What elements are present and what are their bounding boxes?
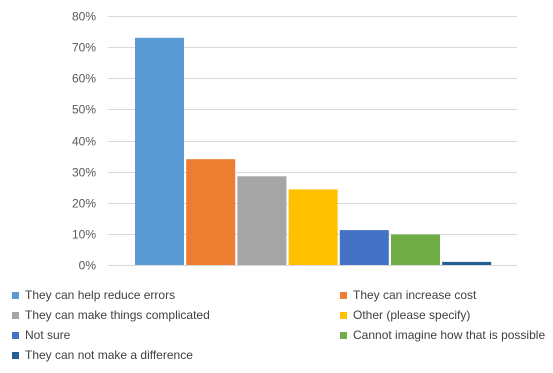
legend-item: Cannot imagine how that is possible — [340, 328, 545, 342]
y-tick-label: 0% — [79, 259, 97, 273]
legend-item: Not sure — [12, 328, 70, 342]
bar — [442, 261, 492, 265]
legend-swatch — [340, 291, 347, 299]
bars — [135, 37, 492, 265]
legend-swatch — [12, 351, 19, 359]
legend-label: They can make things complicated — [25, 308, 210, 322]
y-tick-label: 10% — [72, 228, 96, 242]
y-tick-label: 60% — [72, 72, 96, 86]
y-tick-label: 40% — [72, 135, 96, 149]
bar — [186, 159, 236, 265]
legend-swatch — [12, 311, 19, 319]
legend-label: They can increase cost — [353, 288, 477, 302]
legend-swatch — [12, 331, 19, 339]
legend-item: They can help reduce errors — [12, 288, 175, 302]
legend: They can help reduce errors They can incr… — [0, 288, 553, 368]
bar — [391, 234, 440, 265]
bar — [237, 176, 287, 265]
y-tick-label: 30% — [72, 166, 96, 180]
y-tick-label: 20% — [72, 197, 96, 211]
legend-item: Other (please specify) — [340, 308, 470, 322]
y-tick-label: 80% — [72, 10, 96, 24]
y-tick-label: 50% — [72, 103, 96, 117]
legend-label: Cannot imagine how that is possible — [353, 328, 546, 342]
legend-label: They can help reduce errors — [25, 288, 176, 302]
y-tick-label: 70% — [72, 41, 96, 55]
legend-swatch — [12, 291, 19, 299]
bar — [339, 230, 389, 265]
legend-swatch — [340, 311, 347, 319]
legend-item: They can not make a difference — [12, 348, 193, 362]
bar-chart: 0% 10% 20% 30% 40% 50% 60% 70% 80% — [72, 10, 517, 273]
legend-item: They can increase cost — [340, 288, 476, 302]
legend-label: Other (please specify) — [353, 308, 471, 322]
legend-swatch — [340, 331, 347, 339]
legend-label: They can not make a difference — [25, 348, 193, 362]
legend-label: Not sure — [25, 328, 71, 342]
bar — [288, 189, 338, 265]
y-axis-tick-labels: 0% 10% 20% 30% 40% 50% 60% 70% 80% — [72, 10, 96, 273]
legend-item: They can make things complicated — [12, 308, 210, 322]
bar — [135, 37, 184, 265]
